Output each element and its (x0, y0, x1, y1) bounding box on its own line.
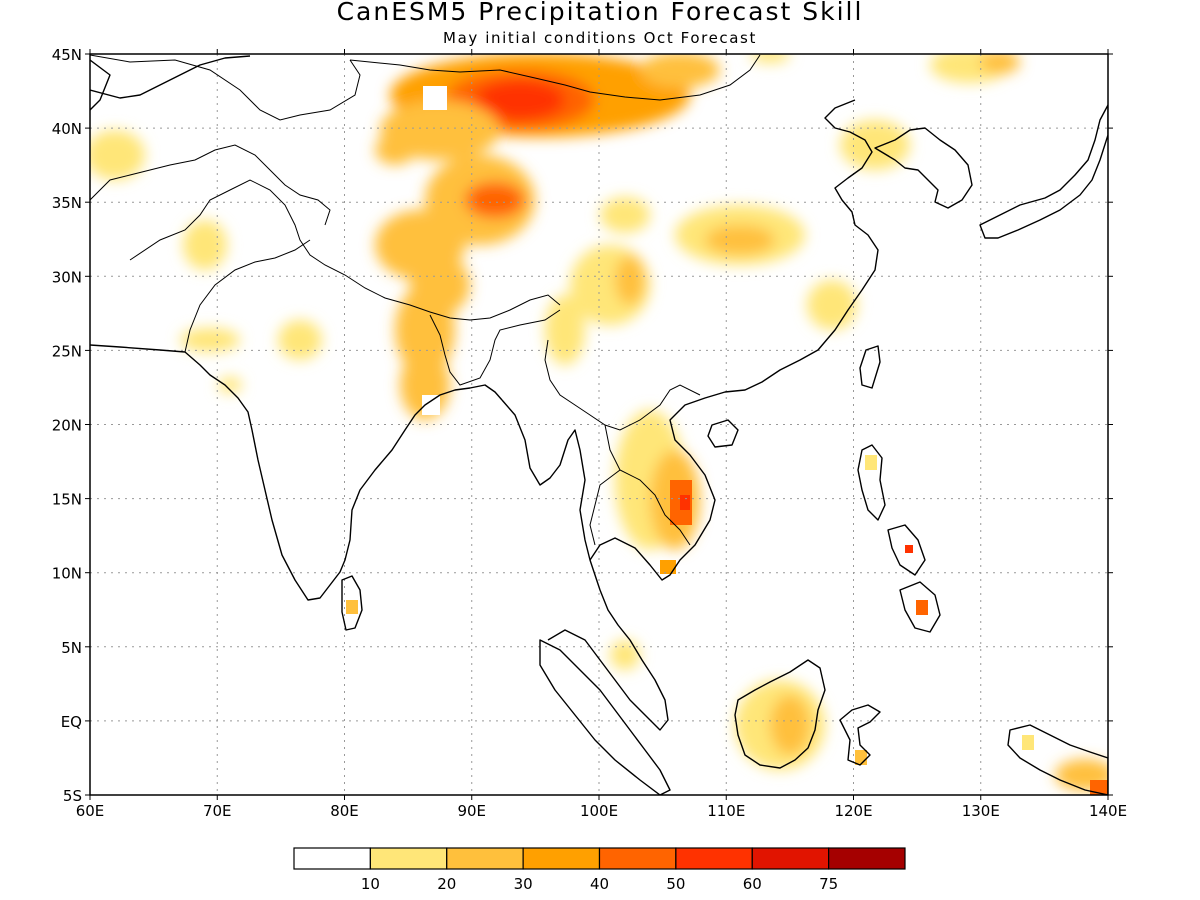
lat-tick-label: 15N (52, 491, 82, 509)
lon-tick-label: 100E (580, 802, 618, 820)
colorbar-label: 75 (819, 875, 838, 893)
colorbar-swatch (369, 847, 448, 870)
colorbar-label: 60 (743, 875, 762, 893)
country-borders (90, 54, 761, 546)
colorbar-swatch (446, 847, 524, 870)
lat-tick-label: 35N (52, 194, 82, 212)
colorbar-swatch (598, 847, 677, 870)
lon-tick-label: 70E (203, 802, 232, 820)
colorbar-swatch (675, 847, 753, 870)
lon-tick-label: 60E (76, 802, 105, 820)
lon-tick-label: 90E (457, 802, 486, 820)
lon-tick-label: 130E (962, 802, 1000, 820)
colorbar: 10 20 30 40 50 60 75 (293, 847, 906, 893)
lat-tick-label: 45N (52, 46, 82, 64)
lat-tick-label: 40N (52, 120, 82, 138)
lat-tick-label: 20N (52, 417, 82, 435)
colorbar-label: 10 (361, 875, 380, 893)
lon-tick-label: 120E (834, 802, 872, 820)
colorbar-label: 30 (514, 875, 533, 893)
skill-shading (90, 54, 1108, 795)
map-frame (89, 53, 1109, 796)
lat-tick-label: 30N (52, 268, 82, 286)
colorbar-label: 50 (666, 875, 685, 893)
lat-tick-label: 5S (63, 787, 82, 805)
colorbar-swatch (522, 847, 601, 870)
lon-tick-label: 140E (1089, 802, 1127, 820)
colorbar-swatch (828, 847, 906, 870)
lon-tick-label: 80E (330, 802, 359, 820)
lat-tick-label: EQ (61, 713, 82, 731)
lon-tick-label: 110E (707, 802, 745, 820)
map-title: CanESM5 Precipitation Forecast Skill (336, 0, 864, 26)
map-subtitle: May initial conditions Oct Forecast (443, 29, 757, 47)
colorbar-label: 40 (590, 875, 609, 893)
grid-lines (90, 54, 1108, 795)
colorbar-label: 20 (437, 875, 456, 893)
lat-tick-label: 10N (52, 565, 82, 583)
lat-tick-label: 25N (52, 342, 82, 360)
colorbar-swatch (293, 847, 371, 870)
coastlines (90, 55, 1108, 795)
lat-tick-label: 5N (61, 639, 82, 657)
colorbar-swatch (751, 847, 830, 870)
